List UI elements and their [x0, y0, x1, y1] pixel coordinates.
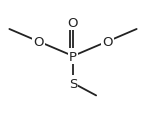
Text: O: O — [68, 17, 78, 29]
Text: P: P — [69, 50, 77, 63]
Text: S: S — [69, 77, 77, 90]
Text: O: O — [33, 36, 44, 48]
Text: O: O — [102, 36, 113, 48]
